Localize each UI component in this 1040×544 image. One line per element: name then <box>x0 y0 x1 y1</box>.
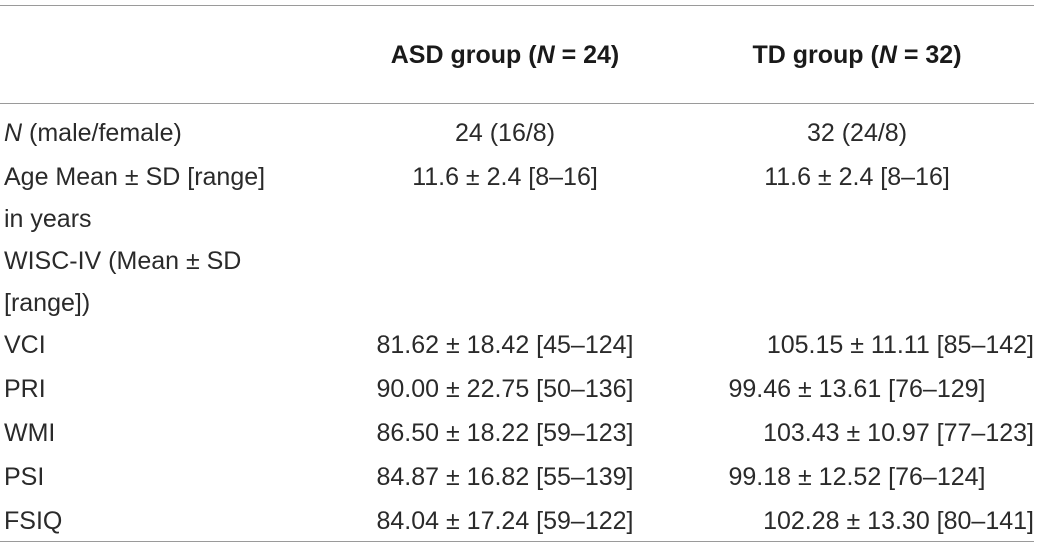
row-label-n: N (male/female) <box>0 106 320 156</box>
header-asd-label: ASD group ( <box>390 40 537 69</box>
cell-asd-n: 24 (16/8) <box>454 119 556 147</box>
row-label-vci: VCI <box>4 331 46 359</box>
row-label-fsiq: FSIQ <box>4 507 63 535</box>
header-row: ASD group (N = 24) TD group (N = 32) <box>0 0 1034 106</box>
row-label-n-rest: (male/female) <box>22 119 182 147</box>
row-label-wmi: WMI <box>4 419 56 447</box>
row-label-n-italic: N <box>4 119 23 147</box>
table-row-pri: PRI 90.00 ± 22.75 [50–136] 99.46 ± 13.61… <box>0 368 1034 412</box>
table-row-psi: PSI 84.87 ± 16.82 [55–139] 99.18 ± 12.52… <box>0 456 1034 500</box>
cell-asd-fsiq: 84.04 ± 17.24 [59–122] <box>376 507 634 535</box>
header-td-n-value: = 32) <box>896 40 962 69</box>
header-td-group: TD group (N = 32) <box>670 0 1034 106</box>
table-row-wmi: WMI 86.50 ± 18.22 [59–123] 103.43 ± 10.9… <box>0 412 1034 456</box>
header-asd-group: ASD group (N = 24) <box>320 0 670 106</box>
cell-asd-wisc <box>320 240 670 324</box>
table-row-age: Age Mean ± SD [range] in years 11.6 ± 2.4… <box>0 156 1034 240</box>
table-row-n: N (male/female) 24 (16/8) 32 (24/8) <box>0 106 1034 156</box>
cell-asd-wmi: 86.50 ± 18.22 [59–123] <box>376 419 634 447</box>
header-empty-cell <box>0 0 320 106</box>
header-td-label: TD group ( <box>752 40 879 69</box>
cell-asd-pri: 90.00 ± 22.75 [50–136] <box>376 375 634 403</box>
cell-td-vci: 105.15 ± 11.11 [85–142] <box>766 331 1034 359</box>
row-label-age-line2: in years <box>4 205 92 233</box>
row-label-wisc-line2: [range]) <box>4 289 91 317</box>
cell-td-fsiq: 102.28 ± 13.30 [80–141] <box>763 507 1034 535</box>
cell-td-age: 11.6 ± 2.4 [8–16] <box>764 163 950 191</box>
header-td-n-letter: N <box>878 40 897 69</box>
row-label-age-line1: Age Mean ± SD [range] <box>4 163 266 191</box>
row-label-wisc: WISC-IV (Mean ± SD [range]) <box>0 240 320 324</box>
row-label-age: Age Mean ± SD [range] in years <box>0 156 320 240</box>
row-label-psi: PSI <box>4 463 45 491</box>
cell-td-psi: 99.18 ± 12.52 [76–124] <box>728 463 986 491</box>
table-top-rule <box>0 5 1034 6</box>
row-label-pri: PRI <box>4 375 46 403</box>
cell-td-n: 32 (24/8) <box>806 119 908 147</box>
table-row-fsiq: FSIQ 84.04 ± 17.24 [59–122] 102.28 ± 13.… <box>0 500 1034 544</box>
cell-asd-psi: 84.87 ± 16.82 [55–139] <box>376 463 634 491</box>
table-bottom-rule <box>0 541 1034 542</box>
cell-td-pri: 99.46 ± 13.61 [76–129] <box>728 375 986 403</box>
cell-td-wmi: 103.43 ± 10.97 [77–123] <box>763 419 1034 447</box>
header-asd-n-value: = 24) <box>554 40 620 69</box>
cell-asd-age: 11.6 ± 2.4 [8–16] <box>412 163 598 191</box>
header-asd-n-letter: N <box>536 40 555 69</box>
row-label-wisc-line1: WISC-IV (Mean ± SD <box>4 247 242 275</box>
table-row-wisc: WISC-IV (Mean ± SD [range]) <box>0 240 1034 324</box>
table-row-vci: VCI 81.62 ± 18.42 [45–124] 105.15 ± 11.1… <box>0 324 1034 368</box>
cell-td-wisc <box>670 240 1034 324</box>
table-header-rule <box>0 103 1034 104</box>
cell-asd-vci: 81.62 ± 18.42 [45–124] <box>376 331 634 359</box>
